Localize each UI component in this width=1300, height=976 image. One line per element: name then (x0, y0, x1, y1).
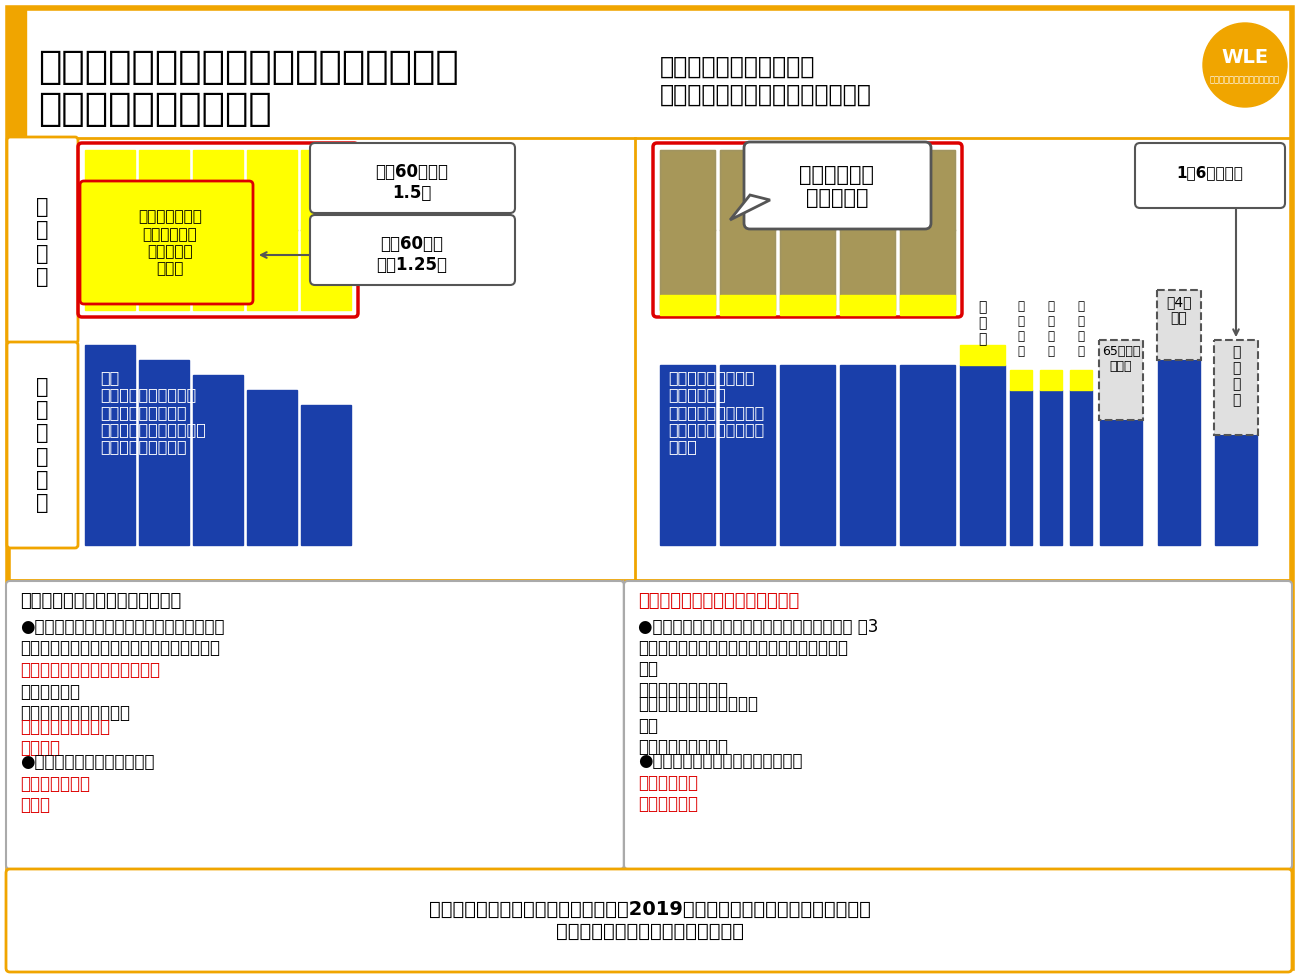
Bar (1040, 390, 1062, 545)
Bar (302, 405, 351, 545)
Circle shape (1202, 23, 1287, 107)
FancyBboxPatch shape (1157, 290, 1201, 360)
Text: 株式会社ワークライフバランス: 株式会社ワークライフバランス (1210, 75, 1280, 84)
Bar (1070, 370, 1092, 390)
Text: 在
宅
勤
務: 在 宅 勤 務 (1048, 300, 1054, 358)
Text: 現状は残業代が安いので経営者は: 現状は残業代が安いので経営者は (20, 592, 181, 610)
Bar (1216, 430, 1257, 545)
Text: 週4日
勤務: 週4日 勤務 (1166, 295, 1192, 325)
Bar (660, 150, 715, 310)
Bar (780, 150, 835, 310)
FancyBboxPatch shape (6, 137, 78, 343)
Text: 1日6時間勤務: 1日6時間勤務 (1176, 165, 1243, 180)
Text: ●常日頃から「一人多く」雇用するようになり 週3
勤務や、短時間勤務を積極的に採用・評価し、: ●常日頃から「一人多く」雇用するようになり 週3 勤務や、短時間勤務を積極的に採… (638, 618, 879, 657)
Text: より一層の働き方改革・
勤務間インターバル導入等が有効: より一層の働き方改革・ 勤務間インターバル導入等が有効 (660, 55, 872, 106)
Text: ●人海戦術では残業が多くなるので: ●人海戦術では残業が多くなるので (638, 752, 802, 770)
Text: 経営者の意識を変えていくことで: 経営者の意識を変えていくことで (638, 592, 800, 610)
Text: 介
護
時
短: 介 護 時 短 (1232, 345, 1240, 408)
Text: 働き盛りの男性が数か月単位で抜けても: 働き盛りの男性が数か月単位で抜けても (38, 48, 459, 86)
Bar (780, 365, 835, 545)
FancyBboxPatch shape (744, 142, 931, 229)
Bar (660, 150, 715, 310)
Bar (84, 150, 135, 310)
Text: 長時間可能者
が評価・報酬を得るので: 長時間可能者 が評価・報酬を得るので (20, 683, 130, 722)
Bar (247, 390, 296, 545)
Text: 経営者にとって
残業代が安く
使いやすい
時間帯: 経営者にとって 残業代が安く 使いやすい 時間帯 (138, 210, 202, 276)
Bar (192, 375, 243, 545)
Text: 非正
規の正規化が進む。: 非正 規の正規化が進む。 (638, 660, 728, 699)
Text: 現状
いざとなったら長時間
残業で解決できる。
ギリギリの人数を雇用し
て残業で調整する。: 現状 いざとなったら長時間 残業で解決できる。 ギリギリの人数を雇用し て残業で… (100, 370, 205, 455)
Text: 所
定
労
働
時
間: 所 定 労 働 時 間 (36, 377, 48, 513)
FancyBboxPatch shape (6, 342, 78, 548)
Bar (900, 150, 956, 310)
FancyBboxPatch shape (1135, 143, 1284, 208)
Text: 月間60時間
未満1.25倍: 月間60時間 未満1.25倍 (377, 235, 447, 274)
Text: 常日頃から一人多く
雇っておく。
いつ長期休業者が出て
も、仕事は回る体制に
なる。: 常日頃から一人多く 雇っておく。 いつ長期休業者が出て も、仕事は回る体制に な… (668, 370, 764, 455)
Text: 使わないよう
にしていく: 使わないよう にしていく (800, 165, 875, 208)
Bar (900, 365, 956, 545)
Bar (900, 150, 956, 310)
Text: 仕事が回る職場とは？: 仕事が回る職場とは？ (38, 90, 272, 128)
Bar (660, 295, 715, 315)
Text: 時間内の仕事で評価され、: 時間内の仕事で評価され、 (638, 695, 758, 713)
Bar (1010, 390, 1032, 545)
FancyBboxPatch shape (1098, 340, 1143, 420)
FancyBboxPatch shape (309, 215, 515, 285)
Text: 残
業
時
間: 残 業 時 間 (36, 197, 48, 287)
FancyBboxPatch shape (6, 581, 624, 869)
Bar (247, 150, 296, 310)
Bar (840, 365, 894, 545)
Bar (780, 150, 835, 310)
Text: ●雇用をギリギリの人数に抑え、いざという
時は残業で調整する。育児中・介護中などの: ●雇用をギリギリの人数に抑え、いざという 時は残業で調整する。育児中・介護中など… (20, 618, 225, 657)
Bar (720, 150, 775, 310)
FancyBboxPatch shape (309, 143, 515, 213)
Bar (780, 295, 835, 315)
Text: 男女
の賃金格差が埋まる: 男女 の賃金格差が埋まる (638, 717, 728, 755)
Bar (192, 150, 243, 310)
Bar (139, 150, 188, 310)
Bar (1010, 370, 1032, 390)
Bar (959, 345, 1005, 365)
FancyBboxPatch shape (81, 181, 254, 304)
Text: デジタル投資し
ない。: デジタル投資し ない。 (20, 775, 90, 814)
Bar (959, 365, 1005, 545)
Bar (1040, 370, 1062, 390)
Bar (84, 345, 135, 545)
Bar (720, 150, 775, 310)
FancyBboxPatch shape (1214, 340, 1258, 435)
Bar (900, 295, 956, 315)
Text: 育
児
時
短: 育 児 時 短 (1018, 300, 1024, 358)
Bar (1070, 390, 1092, 545)
Text: ●人海戦術で解決するので、: ●人海戦術で解決するので、 (20, 753, 155, 771)
Text: 男女の賃金格差は縮
まらない: 男女の賃金格差は縮 まらない (20, 718, 111, 756)
FancyBboxPatch shape (8, 8, 1292, 968)
Text: デジタル投資
が促進される: デジタル投資 が促進される (638, 774, 698, 813)
Bar (720, 295, 775, 315)
Bar (840, 295, 894, 315)
Bar (1158, 360, 1200, 545)
Bar (139, 360, 188, 545)
Text: 働き方改革や、勤務間インターバル（2019年から努力義務）に挑戦することが
育休の取りやすい職場の実現に重要: 働き方改革や、勤務間インターバル（2019年から努力義務）に挑戦することが 育休… (429, 900, 871, 941)
Bar (840, 150, 894, 310)
Text: 残業できない社員は冷遇する。: 残業できない社員は冷遇する。 (20, 661, 160, 679)
FancyBboxPatch shape (624, 581, 1292, 869)
Polygon shape (731, 195, 770, 220)
Bar (660, 365, 715, 545)
Text: 育
児
時
短: 育 児 時 短 (1078, 300, 1084, 358)
Bar (1100, 415, 1141, 545)
Bar (8, 8, 26, 138)
FancyBboxPatch shape (6, 869, 1292, 972)
Bar (720, 365, 775, 545)
Bar (840, 150, 894, 310)
Text: 月間60時間超
1.5倍: 月間60時間超 1.5倍 (376, 163, 448, 202)
Text: 65歳以上
再雇用: 65歳以上 再雇用 (1102, 345, 1140, 373)
Text: 介
護
中: 介 護 中 (978, 300, 987, 346)
Text: WLE: WLE (1222, 48, 1269, 67)
Bar (302, 150, 351, 310)
